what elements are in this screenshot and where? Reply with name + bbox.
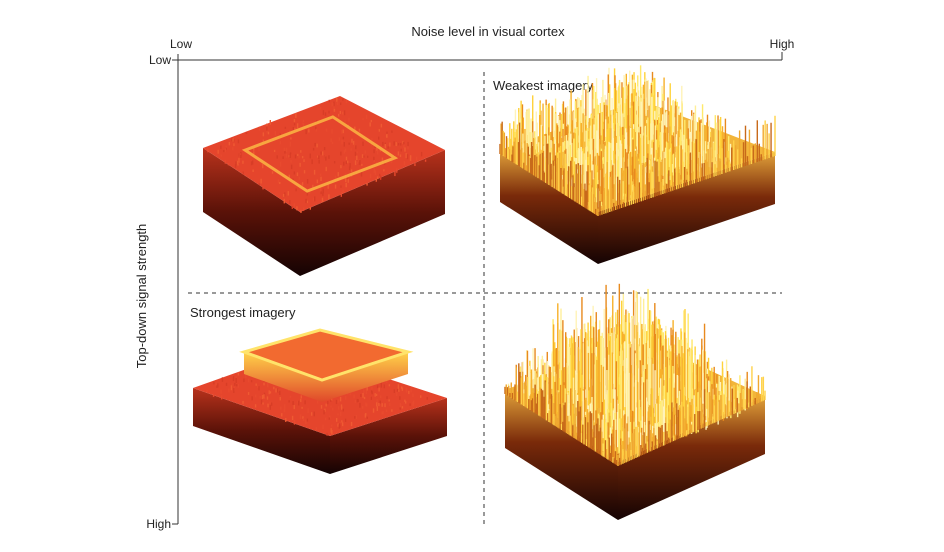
surfaces — [193, 65, 776, 520]
y-low-label: Low — [149, 53, 171, 67]
axes — [172, 52, 783, 525]
box-side — [300, 150, 445, 276]
box-side — [193, 388, 330, 474]
x-high-label: High — [770, 37, 795, 51]
box-side — [505, 390, 618, 520]
panel-label: Strongest imagery — [190, 305, 296, 320]
raised-side — [244, 352, 322, 402]
box-side — [203, 148, 300, 276]
y-high-label: High — [146, 517, 171, 531]
quadrant-dividers — [188, 72, 782, 528]
x-axis-title: Noise level in visual cortex — [411, 24, 565, 39]
box-side — [618, 396, 765, 520]
raised-side — [322, 352, 408, 402]
raised-top — [239, 328, 414, 382]
box-side — [500, 150, 598, 264]
box-top — [203, 96, 445, 212]
box-side — [330, 398, 447, 474]
box-side — [598, 152, 775, 264]
x-low-label: Low — [170, 37, 192, 51]
y-axis-title: Top-down signal strength — [134, 224, 149, 369]
inner-square — [241, 115, 399, 193]
panel-label: Weakest imagery — [493, 78, 594, 93]
